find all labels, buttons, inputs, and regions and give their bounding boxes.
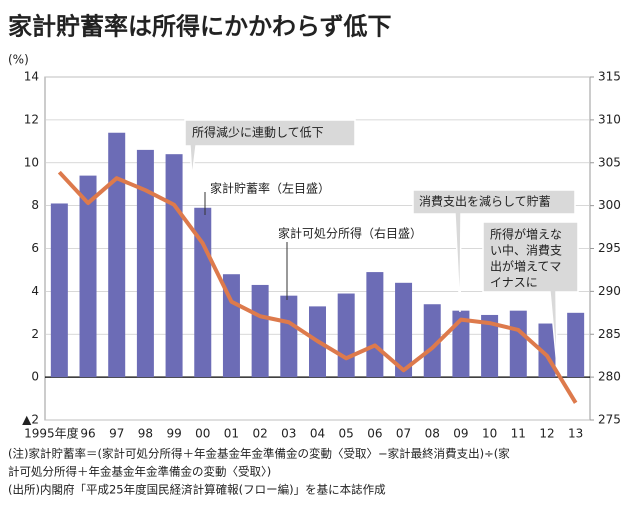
y2-tick-label: 285 xyxy=(598,327,621,341)
bar xyxy=(280,295,298,378)
annotation: い中、消費支 xyxy=(490,243,562,258)
x-tick-label: 97 xyxy=(109,427,124,441)
y-tick-label: 6 xyxy=(31,241,39,255)
y2-tick-label: 275 xyxy=(598,413,621,427)
bar xyxy=(337,293,355,378)
x-tick-label: 08 xyxy=(425,427,440,441)
bar xyxy=(395,282,413,378)
y2-tick-label: 300 xyxy=(598,198,621,212)
chart-title: 家計貯蓄率は所得にかかわらず低下 xyxy=(8,12,392,41)
callout-box xyxy=(482,221,579,367)
x-tick-label: 12 xyxy=(539,427,554,441)
y2-tick-label: 310 xyxy=(598,112,621,126)
line xyxy=(57,170,578,404)
x-tick-label: 04 xyxy=(310,427,325,441)
bar xyxy=(222,274,240,378)
bar xyxy=(136,149,154,378)
x-tick-label: 09 xyxy=(453,427,468,441)
annotation: 出が増えてマ xyxy=(490,259,561,274)
y-tick-label: 12 xyxy=(24,112,39,126)
x-tick-label: 02 xyxy=(252,427,267,441)
y2-tick-label: 280 xyxy=(598,370,621,384)
x-tick-label: 99 xyxy=(166,427,181,441)
note: (注)家計貯蓄率＝(家計可処分所得＋年金基金年金準備金の変動〈受取〉−家計最終消… xyxy=(8,447,510,461)
bar xyxy=(567,312,585,378)
x-tick-label: 01 xyxy=(224,427,239,441)
series-label: 家計可処分所得（右目盛） xyxy=(278,226,422,241)
x-tick-label: 98 xyxy=(138,427,153,441)
bar xyxy=(366,272,384,378)
bar xyxy=(50,203,68,378)
x-tick-label: 96 xyxy=(80,427,95,441)
x-tick-label: 1995年度 xyxy=(24,426,79,441)
bar xyxy=(452,310,470,378)
x-tick-label: 03 xyxy=(281,427,296,441)
x-tick-label: 11 xyxy=(511,427,526,441)
y2-tick-label: 305 xyxy=(598,155,621,169)
bar xyxy=(509,310,527,378)
annotation: 所得減少に連動して低下 xyxy=(192,125,324,140)
x-tick-label: 13 xyxy=(568,427,583,441)
y-tick-label: 8 xyxy=(31,198,39,212)
bar xyxy=(108,132,126,378)
x-tick-label: 10 xyxy=(482,427,497,441)
x-tick-label: 00 xyxy=(195,427,210,441)
annotation: イナスに xyxy=(490,276,538,290)
y-tick-label: 2 xyxy=(31,327,39,341)
y-axis-label: (%) xyxy=(8,53,29,67)
bar xyxy=(165,154,183,378)
y-tick-label: 10 xyxy=(24,155,39,169)
callout-box xyxy=(412,189,576,313)
y-tick-label: 14 xyxy=(24,70,39,84)
bar xyxy=(481,314,499,378)
x-tick-label: 05 xyxy=(339,427,354,441)
y-tick-label: 4 xyxy=(31,284,39,298)
bar xyxy=(251,284,269,378)
x-tick-label: 07 xyxy=(396,427,411,441)
annotation: 所得が増えな xyxy=(490,227,562,242)
x-tick-label: 06 xyxy=(367,427,382,441)
bar xyxy=(423,304,441,378)
annotation: 消費支出を減らして貯蓄 xyxy=(419,194,551,209)
y-tick-label: 0 xyxy=(31,370,39,384)
note: (出所)内閣府「平成25年度国民経済計算確報(フロー編)」を基に本誌作成 xyxy=(8,483,386,497)
y2-tick-label: 295 xyxy=(598,241,621,255)
callout-box xyxy=(184,119,356,179)
y2-tick-label: 315 xyxy=(598,70,621,84)
note: 計可処分所得＋年金基金年金準備金の変動〈受取〉) xyxy=(8,465,271,479)
bar xyxy=(79,175,97,378)
y-tick-label: ▲2 xyxy=(22,413,39,427)
y2-tick-label: 290 xyxy=(598,284,621,298)
series-label: 家計貯蓄率（左目盛） xyxy=(210,181,330,196)
